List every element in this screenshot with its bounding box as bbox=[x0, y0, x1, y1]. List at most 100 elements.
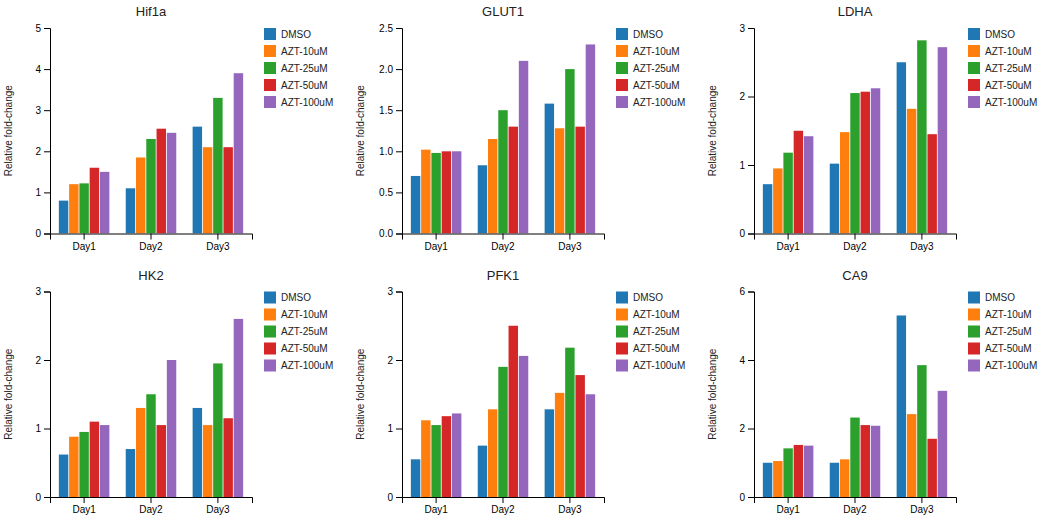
y-tick: 2.5 bbox=[379, 23, 402, 34]
legend-label: AZT-100uM bbox=[281, 360, 333, 371]
series bbox=[59, 408, 202, 497]
y-tick: 1 bbox=[739, 160, 754, 171]
bar bbox=[213, 98, 222, 234]
y-tick-mark bbox=[748, 292, 754, 293]
bar bbox=[509, 326, 518, 497]
bars bbox=[763, 40, 947, 233]
bar bbox=[193, 127, 202, 234]
legend-item: DMSO bbox=[968, 292, 1015, 304]
x-tick: Day2 bbox=[843, 234, 867, 252]
series bbox=[79, 363, 222, 497]
bar bbox=[421, 150, 430, 234]
y-axis: 0123 bbox=[387, 286, 402, 503]
y-axis: 0123 bbox=[35, 286, 50, 503]
y-tick: 1 bbox=[35, 187, 50, 198]
x-tick-label: Day2 bbox=[843, 241, 867, 252]
y-tick: 0.5 bbox=[379, 187, 402, 198]
legend-label: AZT-10uM bbox=[985, 46, 1032, 57]
y-tick: 2 bbox=[739, 423, 754, 434]
legend-swatch bbox=[968, 309, 980, 321]
series bbox=[100, 319, 243, 497]
y-axis: 0123 bbox=[739, 23, 754, 240]
series bbox=[442, 127, 585, 234]
x-tick: Day2 bbox=[843, 497, 867, 515]
x-axis: Day1Day2Day3 bbox=[403, 234, 605, 252]
x-axis: Day1 Day2 Day3 bbox=[755, 234, 957, 252]
chart-title: LDHA bbox=[838, 4, 873, 19]
bar bbox=[411, 459, 420, 497]
series bbox=[773, 109, 916, 234]
x-tick-mark bbox=[217, 234, 218, 240]
legend-item: DMSO bbox=[968, 28, 1015, 40]
bar bbox=[555, 393, 564, 497]
series bbox=[421, 393, 564, 497]
bar bbox=[938, 391, 947, 497]
bar bbox=[840, 132, 849, 233]
y-tick-label: 0 bbox=[35, 228, 41, 239]
x-tick-mark bbox=[788, 234, 789, 240]
bar bbox=[69, 437, 78, 497]
chart-title: Hif1a bbox=[136, 4, 167, 19]
bar bbox=[783, 153, 792, 234]
x-tick-mark bbox=[217, 497, 218, 503]
y-tick-mark bbox=[44, 292, 50, 293]
series bbox=[421, 128, 564, 233]
legend-item: AZT-10uM bbox=[616, 309, 680, 321]
y-tick: 2 bbox=[35, 355, 50, 366]
legend-label: AZT-50uM bbox=[281, 80, 328, 91]
y-tick: 1.0 bbox=[379, 146, 402, 157]
series bbox=[794, 425, 937, 497]
legend-label: AZT-100uM bbox=[985, 97, 1037, 108]
y-axis-title: Relative fold-change bbox=[355, 348, 366, 440]
bar bbox=[100, 425, 109, 497]
bar bbox=[234, 73, 243, 233]
x-tick-label: Day1 bbox=[72, 504, 96, 515]
y-tick-label: 4 bbox=[739, 355, 745, 366]
chart: Day1Day2Day30123HK2Relative fold-changeD… bbox=[3, 268, 333, 516]
bar bbox=[519, 356, 528, 497]
x-tick-mark bbox=[855, 234, 856, 240]
bar bbox=[167, 133, 176, 234]
x-tick: Day1 bbox=[776, 234, 800, 252]
y-tick-mark bbox=[748, 28, 754, 29]
y-tick: 3 bbox=[35, 105, 50, 116]
chart-title: HK2 bbox=[138, 268, 163, 283]
legend-swatch bbox=[264, 309, 276, 321]
bar bbox=[907, 109, 916, 234]
y-tick-label: 3 bbox=[35, 105, 41, 116]
y-tick: 3 bbox=[35, 286, 50, 297]
x-tick-label: Day3 bbox=[910, 241, 934, 252]
x-tick-label: Day3 bbox=[910, 504, 934, 515]
legend-label: AZT-100uM bbox=[985, 360, 1037, 371]
series bbox=[783, 365, 926, 497]
y-tick: 0.0 bbox=[379, 228, 402, 239]
legend-item: AZT-100uM bbox=[968, 96, 1037, 108]
legend-label: AZT-100uM bbox=[633, 360, 685, 371]
x-tick-mark bbox=[151, 234, 152, 240]
x-tick-mark bbox=[569, 234, 570, 240]
legend-label: AZT-25uM bbox=[633, 326, 680, 337]
y-tick-mark bbox=[748, 97, 754, 98]
legend: DMSOAZT-10uMAZT-25uMAZT-50uMAZT-100uM bbox=[968, 292, 1037, 372]
bar bbox=[79, 432, 88, 497]
y-tick: 6 bbox=[739, 286, 754, 297]
y-tick-label: 0 bbox=[387, 492, 393, 503]
y-tick-label: 2.0 bbox=[379, 64, 393, 75]
legend-swatch bbox=[968, 96, 980, 108]
bars bbox=[59, 73, 243, 233]
x-tick-mark bbox=[436, 234, 437, 240]
series bbox=[79, 98, 222, 234]
legend-label: AZT-25uM bbox=[985, 63, 1032, 74]
x-axis-line bbox=[51, 498, 253, 504]
x-tick-label: Day1 bbox=[776, 241, 800, 252]
legend: DMSOAZT-10uMAZT-25uMAZT-50uMAZT-100uM bbox=[616, 28, 685, 108]
y-tick-label: 0.5 bbox=[379, 187, 393, 198]
bar bbox=[69, 184, 78, 233]
legend-swatch bbox=[616, 343, 628, 355]
legend-item: AZT-10uM bbox=[616, 45, 680, 57]
legend-swatch bbox=[264, 45, 276, 57]
bar bbox=[167, 360, 176, 497]
legend-item: AZT-25uM bbox=[616, 62, 680, 74]
legend-swatch bbox=[616, 28, 628, 40]
legend-swatch bbox=[968, 62, 980, 74]
